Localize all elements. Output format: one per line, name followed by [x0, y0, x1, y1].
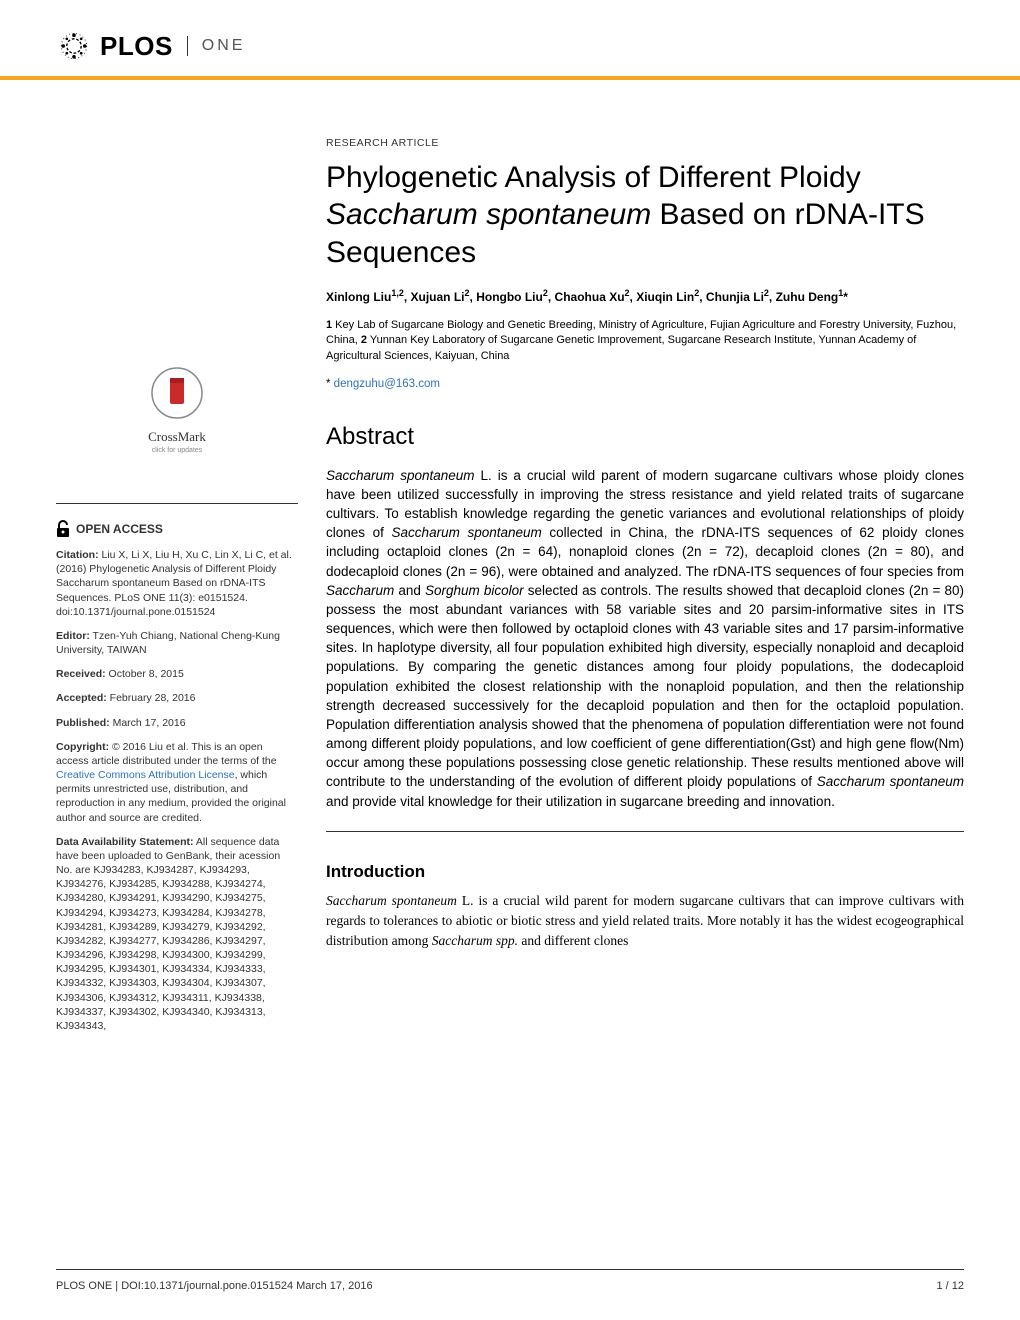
published-label: Published: [56, 717, 110, 729]
crossmark-sublabel: click for updates [56, 446, 298, 455]
affiliations: 1 Key Lab of Sugarcane Biology and Genet… [326, 318, 964, 364]
data-text: All sequence data have been uploaded to … [56, 836, 280, 1032]
copyright-block: Copyright: © 2016 Liu et al. This is an … [56, 740, 298, 825]
accepted-text: February 28, 2016 [107, 692, 196, 704]
received-label: Received: [56, 668, 106, 680]
copyright-label: Copyright: [56, 741, 109, 753]
open-access-badge: OPEN ACCESS [56, 520, 298, 538]
correspondence-email-link[interactable]: dengzuhu@163.com [334, 378, 440, 390]
article-type: RESEARCH ARTICLE [326, 136, 964, 151]
main-content: CrossMark click for updates OPEN ACCESS … [0, 80, 1020, 1043]
published-text: March 17, 2016 [110, 717, 186, 729]
editor-label: Editor: [56, 630, 90, 642]
published-block: Published: March 17, 2016 [56, 716, 298, 730]
crossmark-icon [150, 366, 204, 424]
introduction-text: Saccharum spontaneum L. is a crucial wil… [326, 891, 964, 950]
sidebar: CrossMark click for updates OPEN ACCESS … [56, 136, 298, 1043]
data-label: Data Availability Statement: [56, 836, 194, 848]
footer-right: 1 / 12 [936, 1280, 964, 1292]
open-access-text: OPEN ACCESS [76, 521, 163, 537]
abstract-text: Saccharum spontaneum L. is a crucial wil… [326, 466, 964, 811]
editor-block: Editor: Tzen-Yuh Chiang, National Cheng-… [56, 629, 298, 657]
title-part1: Phylogenetic Analysis of Different Ploid… [326, 161, 861, 194]
data-availability-block: Data Availability Statement: All sequenc… [56, 835, 298, 1033]
citation-block: Citation: Liu X, Li X, Liu H, Xu C, Lin … [56, 548, 298, 619]
introduction-heading: Introduction [326, 860, 964, 884]
journal-header: PLOS ONE [0, 0, 1020, 80]
accepted-label: Accepted: [56, 692, 107, 704]
open-access-icon [56, 520, 70, 538]
plos-brand-text: PLOS [100, 31, 173, 62]
article-content: RESEARCH ARTICLE Phylogenetic Analysis o… [326, 136, 964, 1043]
crossmark-label: CrossMark [56, 428, 298, 446]
logo-divider [187, 36, 188, 56]
accepted-block: Accepted: February 28, 2016 [56, 691, 298, 705]
citation-label: Citation: [56, 549, 99, 561]
title-italic: Saccharum spontaneum [326, 198, 651, 231]
plos-journal-name: ONE [202, 37, 246, 55]
abstract-heading: Abstract [326, 420, 964, 454]
footer-left: PLOS ONE | DOI:10.1371/journal.pone.0151… [56, 1280, 373, 1292]
editor-text: Tzen-Yuh Chiang, National Cheng-Kung Uni… [56, 630, 280, 656]
received-block: Received: October 8, 2015 [56, 667, 298, 681]
copyright-license-link[interactable]: Creative Commons Attribution License [56, 769, 235, 781]
plos-icon [56, 28, 92, 64]
page-footer: PLOS ONE | DOI:10.1371/journal.pone.0151… [56, 1269, 964, 1292]
authors-list: Xinlong Liu1,2, Xujuan Li2, Hongbo Liu2,… [326, 287, 964, 306]
received-text: October 8, 2015 [106, 668, 184, 680]
plos-logo: PLOS ONE [56, 28, 964, 64]
article-title: Phylogenetic Analysis of Different Ploid… [326, 159, 964, 272]
correspondence: * dengzuhu@163.com [326, 376, 964, 392]
content-divider [326, 831, 964, 832]
crossmark-badge[interactable]: CrossMark click for updates [56, 366, 298, 455]
sidebar-divider [56, 503, 298, 504]
